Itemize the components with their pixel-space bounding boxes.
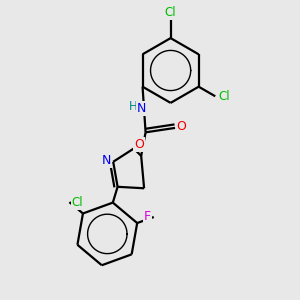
Text: Cl: Cl	[218, 90, 230, 103]
Text: N: N	[102, 154, 111, 167]
Text: Cl: Cl	[72, 196, 83, 208]
Text: Cl: Cl	[165, 6, 176, 19]
Text: O: O	[177, 120, 186, 133]
Text: O: O	[134, 139, 144, 152]
Text: F: F	[144, 211, 151, 224]
Text: N: N	[137, 101, 146, 115]
Text: H: H	[128, 100, 137, 113]
